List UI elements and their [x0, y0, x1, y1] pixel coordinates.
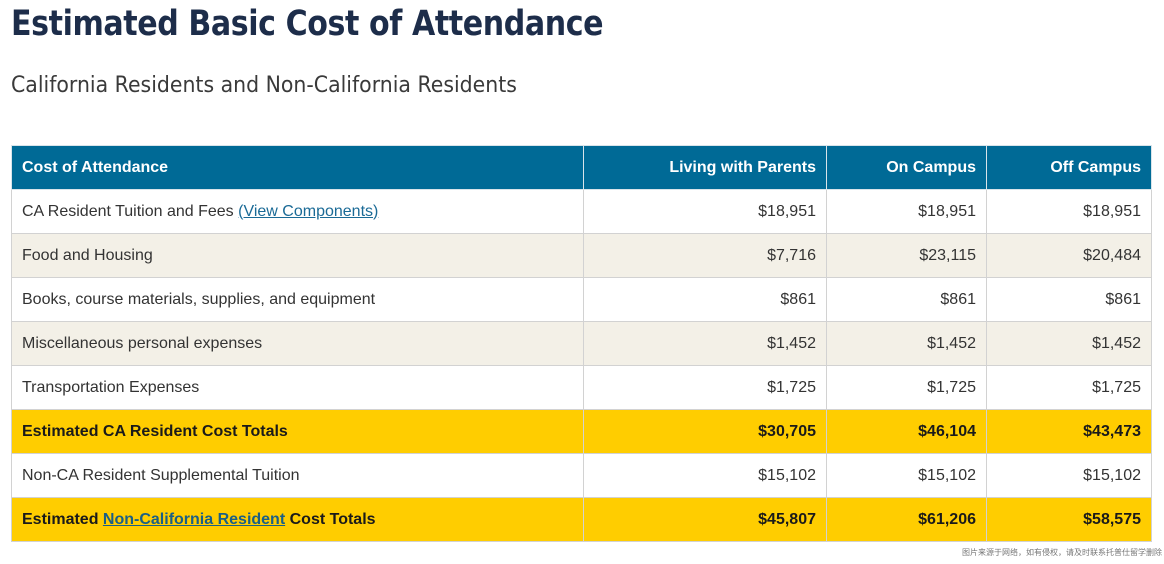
- row-label: Non-CA Resident Supplemental Tuition: [11, 453, 584, 498]
- row-label: Books, course materials, supplies, and e…: [11, 277, 584, 322]
- table-row-misc: Miscellaneous personal expenses $1,452 $…: [11, 321, 1152, 366]
- cell-living-with-parents: $45,807: [583, 497, 827, 542]
- page-subtitle: California Residents and Non-California …: [11, 73, 517, 98]
- cell-off-campus: $18,951: [986, 189, 1152, 234]
- cell-off-campus: $15,102: [986, 453, 1152, 498]
- cell-on-campus: $23,115: [826, 233, 987, 278]
- cell-off-campus: $1,725: [986, 365, 1152, 410]
- cost-of-attendance-table: Cost of Attendance Living with Parents O…: [11, 145, 1152, 542]
- cell-living-with-parents: $15,102: [583, 453, 827, 498]
- table-row-food-housing: Food and Housing $7,716 $23,115 $20,484: [11, 233, 1152, 278]
- cell-off-campus: $1,452: [986, 321, 1152, 366]
- page-title: Estimated Basic Cost of Attendance: [11, 4, 604, 44]
- cell-on-campus: $1,452: [826, 321, 987, 366]
- table-row-non-ca-totals: Estimated Non-California Resident Cost T…: [11, 497, 1152, 542]
- row-label-text: CA Resident Tuition and Fees: [22, 202, 234, 220]
- cell-off-campus: $58,575: [986, 497, 1152, 542]
- table-row-ca-tuition: CA Resident Tuition and Fees (View Compo…: [11, 189, 1152, 234]
- cell-on-campus: $46,104: [826, 409, 987, 454]
- row-label: Estimated Non-California Resident Cost T…: [11, 497, 584, 542]
- cell-off-campus: $20,484: [986, 233, 1152, 278]
- row-label: Transportation Expenses: [11, 365, 584, 410]
- view-components-link[interactable]: (View Components): [238, 202, 379, 220]
- table-row-non-ca-supplemental: Non-CA Resident Supplemental Tuition $15…: [11, 453, 1152, 498]
- row-label: Food and Housing: [11, 233, 584, 278]
- cell-living-with-parents: $7,716: [583, 233, 827, 278]
- row-label: Miscellaneous personal expenses: [11, 321, 584, 366]
- header-on-campus: On Campus: [826, 145, 987, 190]
- cell-living-with-parents: $1,452: [583, 321, 827, 366]
- row-label-prefix: Estimated: [22, 510, 99, 528]
- cell-on-campus: $18,951: [826, 189, 987, 234]
- row-label: CA Resident Tuition and Fees (View Compo…: [11, 189, 584, 234]
- non-california-resident-link[interactable]: Non-California Resident: [102, 510, 286, 528]
- cell-on-campus: $15,102: [826, 453, 987, 498]
- cell-living-with-parents: $1,725: [583, 365, 827, 410]
- header-off-campus: Off Campus: [986, 145, 1152, 190]
- header-cost-of-attendance: Cost of Attendance: [11, 145, 584, 190]
- table-row-transportation: Transportation Expenses $1,725 $1,725 $1…: [11, 365, 1152, 410]
- cell-living-with-parents: $861: [583, 277, 827, 322]
- cell-living-with-parents: $18,951: [583, 189, 827, 234]
- cell-on-campus: $61,206: [826, 497, 987, 542]
- cell-off-campus: $861: [986, 277, 1152, 322]
- table-row-ca-totals: Estimated CA Resident Cost Totals $30,70…: [11, 409, 1152, 454]
- table-row-books: Books, course materials, supplies, and e…: [11, 277, 1152, 322]
- header-living-with-parents: Living with Parents: [583, 145, 827, 190]
- cell-on-campus: $1,725: [826, 365, 987, 410]
- image-watermark: 图片来源于网络，如有侵权，请及时联系托普仕留学删除: [962, 548, 1162, 557]
- row-label-suffix: Cost Totals: [289, 510, 376, 528]
- table-header-row: Cost of Attendance Living with Parents O…: [11, 145, 1152, 190]
- cell-off-campus: $43,473: [986, 409, 1152, 454]
- row-label: Estimated CA Resident Cost Totals: [11, 409, 584, 454]
- cell-on-campus: $861: [826, 277, 987, 322]
- cell-living-with-parents: $30,705: [583, 409, 827, 454]
